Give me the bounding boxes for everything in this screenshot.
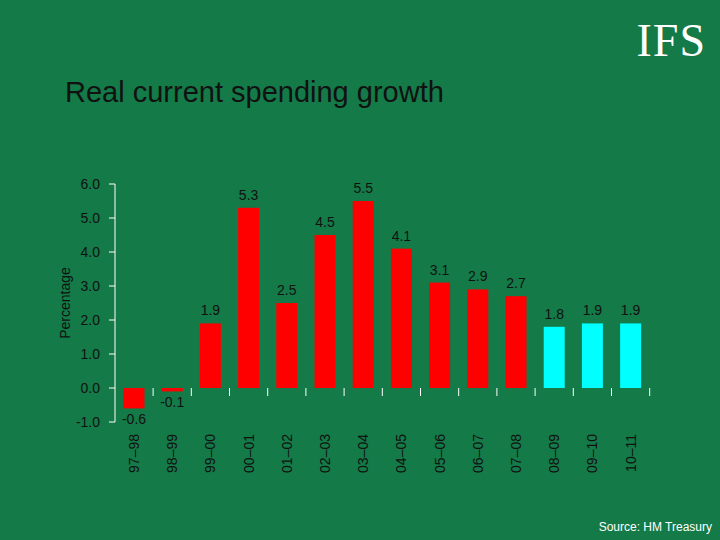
y-tick: [109, 218, 115, 219]
bar: [429, 283, 450, 388]
chart-root: Real current spending growth IFS Source: H…: [0, 0, 720, 540]
x-tick: [305, 388, 306, 396]
y-axis-label: Percentage: [57, 267, 73, 339]
data-label: 4.1: [392, 228, 412, 244]
x-tick-label: 03–04: [355, 434, 371, 473]
data-label: 2.5: [277, 282, 297, 298]
x-tick-label: 06–07: [470, 434, 486, 473]
data-label: 5.5: [353, 180, 373, 196]
y-tick-label: 1.0: [81, 346, 101, 362]
y-tick: [109, 422, 115, 423]
y-tick: [109, 184, 115, 185]
bars: [124, 201, 642, 408]
y-tick-label: 0.0: [81, 380, 101, 396]
bar: [124, 388, 145, 408]
y-tick-label: 2.0: [81, 312, 101, 328]
y-tick: [109, 388, 115, 389]
data-label: 1.9: [201, 302, 221, 318]
bar: [582, 323, 603, 388]
bar: [544, 327, 565, 388]
x-tick-label: 98–99: [164, 434, 180, 473]
data-label: 1.8: [544, 306, 564, 322]
x-tick-label: 04–05: [393, 434, 409, 473]
x-tick: [267, 388, 268, 396]
bar: [315, 235, 336, 388]
source: Source: HM Treasury: [599, 520, 712, 534]
x-tick: [611, 388, 612, 396]
x-tick: [191, 388, 192, 396]
data-label: 2.9: [468, 268, 488, 284]
x-tick: [649, 388, 650, 396]
x-tick-label: 08–09: [546, 434, 562, 473]
bar: [353, 201, 374, 388]
x-tick: [344, 388, 345, 396]
data-label: 5.3: [239, 187, 259, 203]
bar: [620, 323, 641, 388]
x-tick: [382, 388, 383, 396]
y-tick: [109, 252, 115, 253]
bar: [162, 388, 183, 391]
x-tick-label: 05–06: [432, 434, 448, 473]
logo: IFS: [637, 15, 706, 66]
y-tick-label: -1.0: [76, 414, 100, 430]
y-tick: [109, 354, 115, 355]
y-tick-label: 6.0: [81, 176, 101, 192]
chart-svg: Real current spending growth IFS Source: H…: [0, 0, 720, 540]
data-label: 3.1: [430, 262, 450, 278]
x-tick-label: 99–00: [202, 434, 218, 473]
y-tick-label: 5.0: [81, 210, 101, 226]
y-tick: [109, 286, 115, 287]
bar: [391, 249, 412, 388]
y-tick-label: 4.0: [81, 244, 101, 260]
x-tick: [458, 388, 459, 396]
x-tick-label: 00–01: [241, 434, 257, 473]
bar: [467, 289, 488, 388]
x-tick: [153, 388, 154, 396]
data-label: -0.6: [122, 411, 146, 427]
x-tick-label: 02–03: [317, 434, 333, 473]
bar: [506, 296, 527, 388]
bar: [238, 208, 259, 388]
x-tick-label: 01–02: [279, 434, 295, 473]
y-tick-label: 3.0: [81, 278, 101, 294]
bar: [276, 303, 297, 388]
data-label: -0.1: [160, 394, 184, 410]
y-tick: [109, 320, 115, 321]
x-tick: [535, 388, 536, 396]
data-label: 4.5: [315, 214, 335, 230]
x-tick-label: 10–11: [623, 434, 639, 472]
y-axis-line: [115, 184, 116, 422]
x-tick-label: 97–98: [126, 434, 142, 473]
x-tick-label: 07–08: [508, 434, 524, 473]
x-tick-label: 09–10: [584, 434, 600, 473]
data-label: 2.7: [506, 275, 526, 291]
x-tick: [573, 388, 574, 396]
title: Real current spending growth: [65, 76, 444, 108]
data-label: 1.9: [583, 302, 603, 318]
data-label: 1.9: [621, 302, 641, 318]
bar: [200, 323, 221, 388]
background: [0, 0, 720, 540]
x-tick: [229, 388, 230, 396]
x-tick: [496, 388, 497, 396]
x-tick: [420, 388, 421, 396]
